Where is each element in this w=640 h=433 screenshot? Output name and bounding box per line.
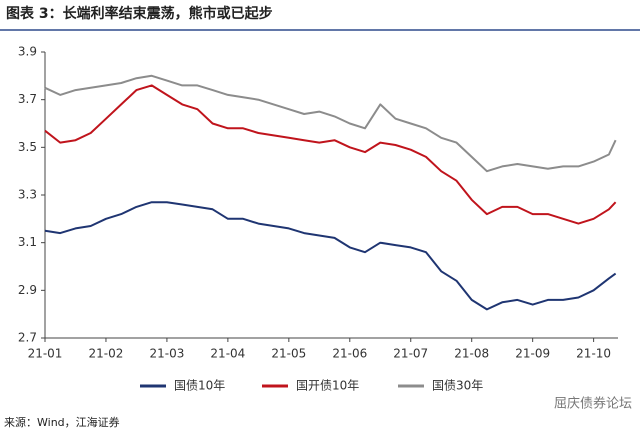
y-tick-label: 3.1	[18, 235, 37, 249]
x-tick-label: 21-09	[515, 347, 550, 361]
source: 来源：Wind，江海证券	[4, 415, 120, 429]
series-line	[44, 84, 617, 225]
x-tick-label: 21-04	[210, 347, 245, 361]
legend-label: 国债10年	[174, 379, 225, 393]
x-tick-label: 21-01	[28, 347, 63, 361]
x-tick-label: 21-06	[332, 347, 367, 361]
y-tick-label: 2.7	[18, 331, 37, 345]
series-line	[44, 201, 617, 311]
chart-title: 图表 3：长端利率结束震荡，熊市或已起步	[6, 5, 273, 22]
y-tick-label: 3.9	[18, 45, 37, 59]
x-tick-label: 21-03	[149, 347, 184, 361]
legend-label: 国债30年	[432, 379, 483, 393]
watermark: 屈庆债券论坛	[554, 396, 632, 412]
x-tick-label: 21-07	[393, 347, 428, 361]
x-tick-label: 21-08	[454, 347, 489, 361]
legend-label: 国开债10年	[296, 379, 359, 393]
y-tick-label: 3.3	[18, 188, 37, 202]
y-tick-label: 2.9	[18, 283, 37, 297]
y-tick-label: 3.7	[18, 92, 37, 106]
y-tick-label: 3.5	[18, 140, 37, 154]
x-tick-label: 21-05	[271, 347, 306, 361]
series-line	[44, 74, 617, 173]
x-tick-label: 21-10	[576, 347, 611, 361]
x-tick-label: 21-02	[89, 347, 124, 361]
